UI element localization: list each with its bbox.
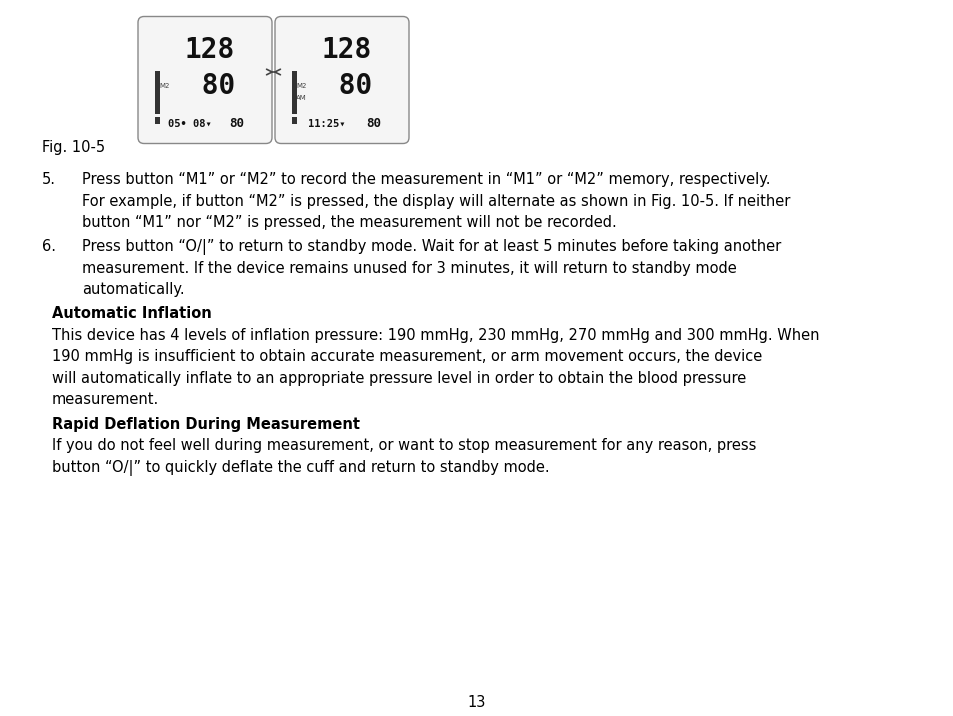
Text: For example, if button “M2” is pressed, the display will alternate as shown in F: For example, if button “M2” is pressed, …: [82, 193, 789, 208]
Bar: [292, 117, 297, 124]
Text: 6.: 6.: [42, 239, 56, 254]
Text: Automatic Inflation: Automatic Inflation: [52, 306, 212, 321]
Text: will automatically inflate to an appropriate pressure level in order to obtain t: will automatically inflate to an appropr…: [52, 371, 745, 386]
FancyBboxPatch shape: [138, 16, 272, 143]
Text: 13: 13: [467, 695, 486, 710]
Text: 5.: 5.: [42, 172, 56, 187]
Text: Press button “M1” or “M2” to record the measurement in “M1” or “M2” memory, resp: Press button “M1” or “M2” to record the …: [82, 172, 770, 187]
Text: 128: 128: [185, 36, 234, 64]
Text: M2: M2: [159, 83, 170, 89]
FancyBboxPatch shape: [274, 16, 409, 143]
Bar: [154, 71, 160, 115]
Text: measurement.: measurement.: [52, 392, 159, 407]
Text: Press button “O/|” to return to standby mode. Wait for at least 5 minutes before: Press button “O/|” to return to standby …: [82, 239, 781, 255]
Text: 05• 08▾: 05• 08▾: [168, 119, 212, 129]
Text: button “O/|” to quickly deflate the cuff and return to standby mode.: button “O/|” to quickly deflate the cuff…: [52, 460, 549, 475]
Text: Fig. 10-5: Fig. 10-5: [42, 140, 105, 155]
Text: This device has 4 levels of inflation pressure: 190 mmHg, 230 mmHg, 270 mmHg and: This device has 4 levels of inflation pr…: [52, 328, 819, 343]
Text: measurement. If the device remains unused for 3 minutes, it will return to stand: measurement. If the device remains unuse…: [82, 261, 736, 276]
Text: 190 mmHg is insufficient to obtain accurate measurement, or arm movement occurs,: 190 mmHg is insufficient to obtain accur…: [52, 349, 761, 364]
Text: 80: 80: [321, 72, 372, 100]
Text: 11:25▾: 11:25▾: [308, 119, 345, 129]
Text: If you do not feel well during measurement, or want to stop measurement for any : If you do not feel well during measureme…: [52, 438, 756, 453]
Text: M2: M2: [296, 83, 307, 89]
Text: AM: AM: [296, 95, 307, 102]
Bar: [292, 71, 297, 115]
Text: 80: 80: [366, 117, 381, 130]
Text: 80: 80: [185, 72, 234, 100]
Text: button “M1” nor “M2” is pressed, the measurement will not be recorded.: button “M1” nor “M2” is pressed, the mea…: [82, 215, 616, 230]
Bar: [154, 117, 160, 124]
Text: 80: 80: [230, 117, 244, 130]
Text: automatically.: automatically.: [82, 282, 185, 297]
Text: 128: 128: [321, 36, 372, 64]
Text: Rapid Deflation During Measurement: Rapid Deflation During Measurement: [52, 417, 359, 432]
